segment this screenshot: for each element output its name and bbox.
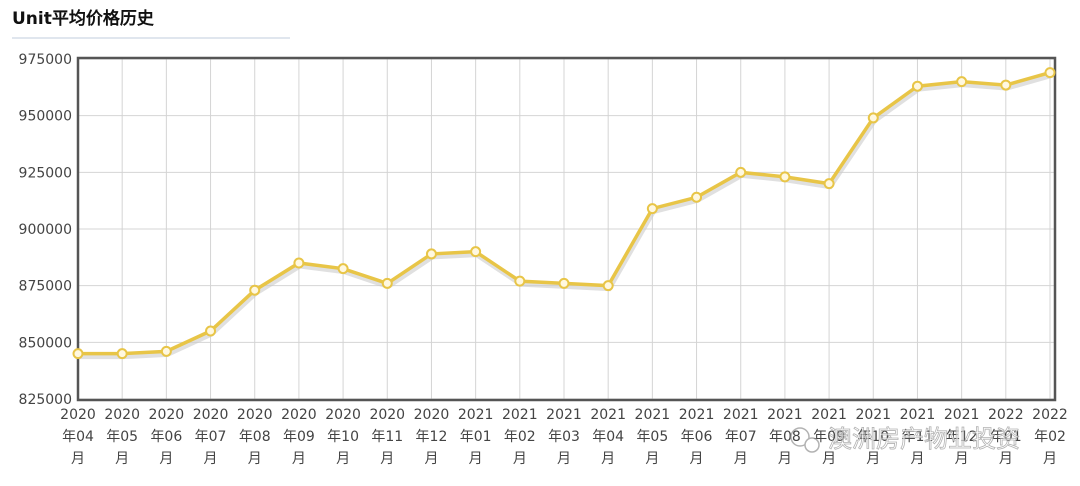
x-tick-label: 2022 年02 月 bbox=[1032, 407, 1068, 467]
watermark-text: 澳洲房产物业投资 bbox=[828, 425, 1020, 453]
point bbox=[867, 112, 879, 124]
chart-title: Unit平均价格历史 bbox=[12, 8, 155, 29]
x-tick-label: 2020 年08 月 bbox=[237, 407, 273, 467]
y-tick-label: 850000 bbox=[19, 335, 72, 351]
plot-border bbox=[76, 56, 1057, 402]
point bbox=[691, 191, 703, 203]
point bbox=[72, 348, 84, 360]
x-tick-label: 2021 年11 月 bbox=[900, 407, 936, 467]
x-tick-label: 2021 年12 月 bbox=[944, 407, 980, 467]
point bbox=[249, 284, 261, 296]
x-tick-label: 2021 年04 月 bbox=[590, 407, 626, 467]
point bbox=[956, 76, 968, 88]
point bbox=[425, 248, 437, 260]
y-tick-label: 875000 bbox=[19, 279, 72, 295]
point bbox=[602, 280, 614, 292]
point bbox=[160, 345, 172, 357]
x-tick-label: 2021 年05 月 bbox=[635, 407, 671, 467]
watermark: 澳洲房产物业投资 bbox=[790, 425, 1020, 453]
x-tick-label: 2020 年07 月 bbox=[193, 407, 229, 467]
point bbox=[735, 166, 747, 178]
x-tick-label: 2021 年08 月 bbox=[767, 407, 803, 467]
x-tick-label: 2020 年12 月 bbox=[414, 407, 450, 467]
x-tick-label: 2020 年05 月 bbox=[104, 407, 140, 467]
x-tick-label: 2021 年03 月 bbox=[546, 407, 582, 467]
y-tick-label: 925000 bbox=[19, 165, 72, 181]
y-tick-label: 825000 bbox=[19, 392, 72, 408]
watermark-icon bbox=[804, 437, 820, 453]
x-tick-label: 2020 年11 月 bbox=[369, 407, 405, 467]
y-tick-label: 950000 bbox=[19, 109, 72, 125]
line-shadow bbox=[79, 73, 1052, 360]
point bbox=[293, 257, 305, 269]
x-tick-label: 2021 年09 月 bbox=[811, 407, 847, 467]
x-tick-label: 2021 年07 月 bbox=[723, 407, 759, 467]
x-tick-label: 2020 年04 月 bbox=[60, 407, 96, 467]
point bbox=[1000, 79, 1012, 91]
watermark-icon bbox=[790, 427, 810, 447]
x-tick-label: 2021 年10 月 bbox=[855, 407, 891, 467]
point bbox=[646, 203, 658, 215]
x-tick-label: 2020 年10 月 bbox=[325, 407, 361, 467]
point bbox=[116, 348, 128, 360]
point bbox=[779, 171, 791, 183]
point bbox=[558, 277, 570, 289]
x-tick-label: 2021 年06 月 bbox=[679, 407, 715, 467]
x-tick-label: 2021 年02 月 bbox=[502, 407, 538, 467]
point bbox=[514, 275, 526, 287]
x-tick-label: 2022 年01 月 bbox=[988, 407, 1024, 467]
x-tick-label: 2020 年06 月 bbox=[149, 407, 185, 467]
point bbox=[205, 325, 217, 337]
y-tick-label: 900000 bbox=[19, 222, 72, 238]
point bbox=[823, 178, 835, 190]
x-tick-label: 2021 年01 月 bbox=[458, 407, 494, 467]
point bbox=[337, 263, 349, 275]
x-tick-label: 2020 年09 月 bbox=[281, 407, 317, 467]
y-tick-label: 975000 bbox=[19, 52, 72, 68]
point bbox=[911, 80, 923, 92]
point bbox=[470, 246, 482, 258]
point bbox=[381, 277, 393, 289]
point bbox=[1044, 67, 1056, 79]
